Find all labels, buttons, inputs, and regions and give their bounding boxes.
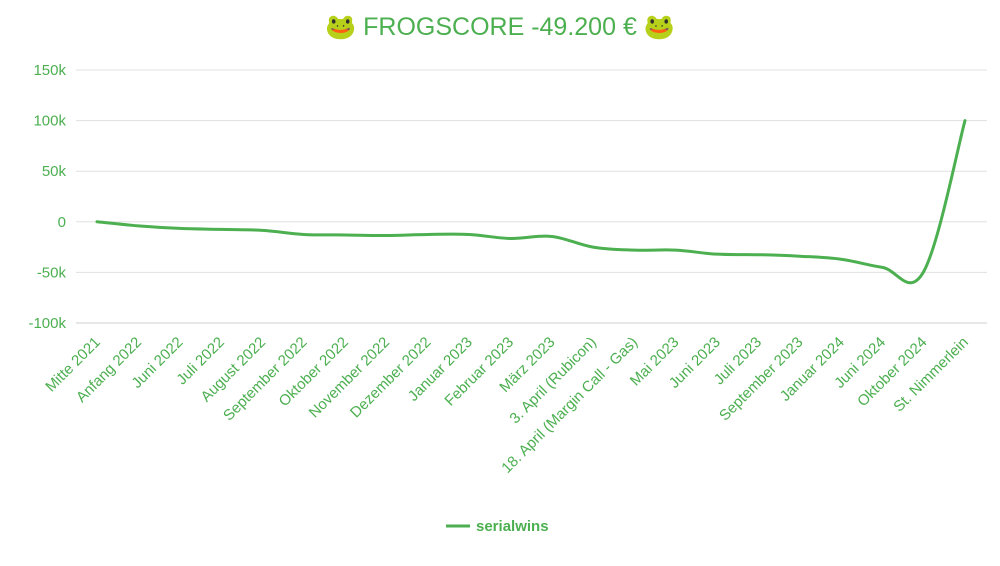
- y-tick-label: -100k: [28, 315, 66, 332]
- y-axis-ticks: 150k 100k 50k 0 -50k -100k: [28, 62, 66, 332]
- y-tick-label: -50k: [37, 264, 67, 281]
- x-tick-label: St. Nimmerlein: [890, 334, 972, 416]
- gridlines: [76, 69, 987, 324]
- legend-label-serialwins: serialwins: [476, 518, 549, 535]
- series-line-serialwins: [95, 119, 967, 285]
- y-tick-label: 100k: [33, 113, 66, 130]
- y-tick-label: 0: [58, 214, 66, 231]
- legend[interactable]: serialwins: [446, 518, 549, 535]
- y-tick-label: 150k: [33, 62, 66, 79]
- chart-title: 🐸 FROGSCORE -49.200 € 🐸: [325, 13, 675, 41]
- y-tick-label: 50k: [42, 163, 67, 180]
